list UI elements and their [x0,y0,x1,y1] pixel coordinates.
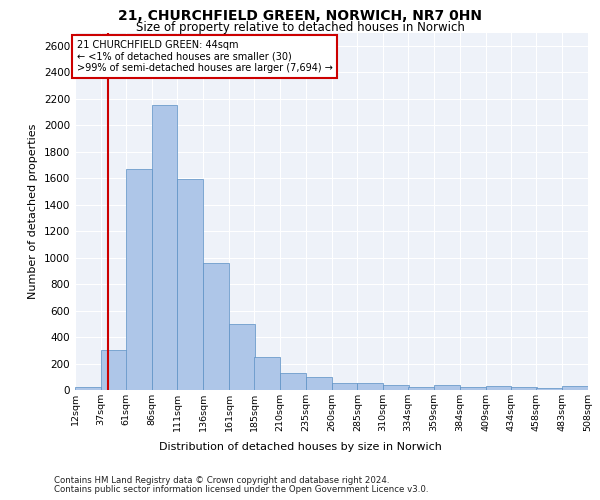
Text: Distribution of detached houses by size in Norwich: Distribution of detached houses by size … [158,442,442,452]
Bar [383,386,409,390]
Bar [562,386,588,390]
Bar [203,263,229,390]
Bar [434,386,460,390]
Text: Size of property relative to detached houses in Norwich: Size of property relative to detached ho… [136,21,464,34]
Bar [280,374,305,390]
Bar [101,350,127,390]
Bar [536,388,562,390]
Text: Contains HM Land Registry data © Crown copyright and database right 2024.: Contains HM Land Registry data © Crown c… [54,476,389,485]
Bar [511,388,538,390]
Y-axis label: Number of detached properties: Number of detached properties [28,124,38,299]
Bar [408,388,434,390]
Text: 21, CHURCHFIELD GREEN, NORWICH, NR7 0HN: 21, CHURCHFIELD GREEN, NORWICH, NR7 0HN [118,9,482,23]
Text: 21 CHURCHFIELD GREEN: 44sqm
← <1% of detached houses are smaller (30)
>99% of se: 21 CHURCHFIELD GREEN: 44sqm ← <1% of det… [77,40,332,73]
Bar [75,388,101,390]
Bar [485,386,511,390]
Bar [358,384,383,390]
Bar [125,169,152,390]
Bar [152,106,178,390]
Text: Contains public sector information licensed under the Open Government Licence v3: Contains public sector information licen… [54,485,428,494]
Bar [331,384,358,390]
Bar [178,180,203,390]
Bar [305,377,331,390]
Bar [460,388,485,390]
Bar [229,324,255,390]
Bar [254,357,280,390]
